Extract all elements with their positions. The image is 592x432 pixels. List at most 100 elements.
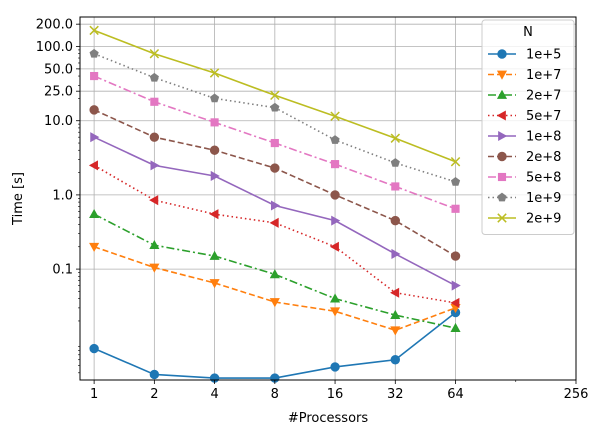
x-tick-label: 1 [90,387,98,402]
y-tick-label: 1.0 [52,188,73,203]
data-point [270,102,280,112]
data-point [89,242,100,252]
data-point [88,160,98,171]
legend-entry: 2e+8 [488,150,561,165]
legend-entry: 5e+8 [488,171,561,186]
y-tick-label: 0.1 [52,263,73,278]
data-point [270,163,280,173]
data-point [150,97,159,106]
series-5e+7 [88,160,460,308]
data-point [269,269,280,279]
data-point [209,250,220,260]
series-layer [88,25,461,383]
series-2e+9 [89,25,461,167]
series-5e+8 [90,71,460,213]
data-point [149,72,159,82]
data-point [270,90,280,101]
series-2e+7 [89,208,461,333]
data-point [390,326,401,336]
data-point [496,70,508,80]
data-point [89,48,99,58]
data-point [450,156,461,167]
data-point [497,151,507,162]
x-axis-label: #Processors [288,411,369,426]
data-point [150,160,160,171]
data-point [149,48,160,59]
legend-label: 1e+9 [526,191,561,206]
data-point [498,130,508,142]
data-point [330,160,340,169]
data-point [451,204,460,213]
legend-entry: 1e+9 [488,191,561,206]
data-point [330,111,340,121]
data-point [269,298,280,308]
data-point [391,182,400,191]
data-point [90,132,100,143]
data-point [210,170,220,182]
data-point [89,105,99,115]
data-point [450,322,461,333]
data-point [209,279,220,289]
legend-label: 5e+7 [526,109,561,124]
legend-label: 2e+7 [526,89,561,104]
legend-label: 5e+8 [526,171,561,186]
data-point [209,209,219,220]
x-tick-label: 8 [271,387,279,402]
data-point [149,263,160,273]
x-tick-label: 16 [327,387,344,402]
legend-entry: 2e+9 [488,212,561,227]
data-point [270,138,279,148]
data-point [497,49,507,59]
data-point [89,25,99,36]
data-point [450,297,460,308]
legend-entry: 2e+7 [488,89,561,104]
data-point [450,251,461,261]
y-tick-label: 100.0 [36,40,73,55]
data-point [209,145,220,155]
data-point [390,158,400,167]
legend-entry: 1e+8 [488,130,561,145]
data-point [331,215,341,226]
data-point [330,190,340,200]
data-point [210,118,219,127]
data-point [330,362,340,372]
y-tick-label: 50.0 [44,62,73,77]
data-point [497,213,507,223]
data-point [330,293,341,303]
data-point [496,110,506,121]
data-point [269,217,279,228]
data-point [390,215,400,226]
data-point [149,132,160,142]
data-point [270,200,281,211]
x-tick-label: 64 [447,387,464,402]
legend-entry: 5e+7 [488,109,561,124]
series-1e+9 [89,48,461,186]
x-tick-label: 256 [564,387,589,402]
y-tick-label: 10.0 [44,114,73,129]
series-2e+8 [89,105,461,261]
x-tick-label: 4 [210,387,218,402]
data-point [329,241,339,252]
data-point [330,135,340,144]
data-point [89,343,99,354]
data-point [390,355,400,365]
data-point [391,248,401,260]
x-axis-ticks: 1 2 4 8 16 32 64 256 [90,380,588,402]
data-point [451,280,461,291]
data-point [390,309,401,319]
x-tick-label: 2 [150,387,158,402]
data-point [496,89,508,99]
data-point [209,68,220,78]
x-tick-label: 32 [387,387,404,402]
legend: N 1e+5 1e+7 2e+7 5e+7 1e+8 2e+8 5e+8 1e+9 2e+9 [481,19,575,235]
data-point [450,177,461,186]
data-point [149,195,159,206]
data-point [90,71,99,81]
legend-label: 2e+8 [526,150,561,165]
y-axis-label: Time [s] [11,172,26,226]
series-1e+8 [90,132,461,291]
y-tick-label: 200.0 [36,18,73,33]
data-point [497,172,507,182]
legend-label: 1e+7 [526,68,561,83]
